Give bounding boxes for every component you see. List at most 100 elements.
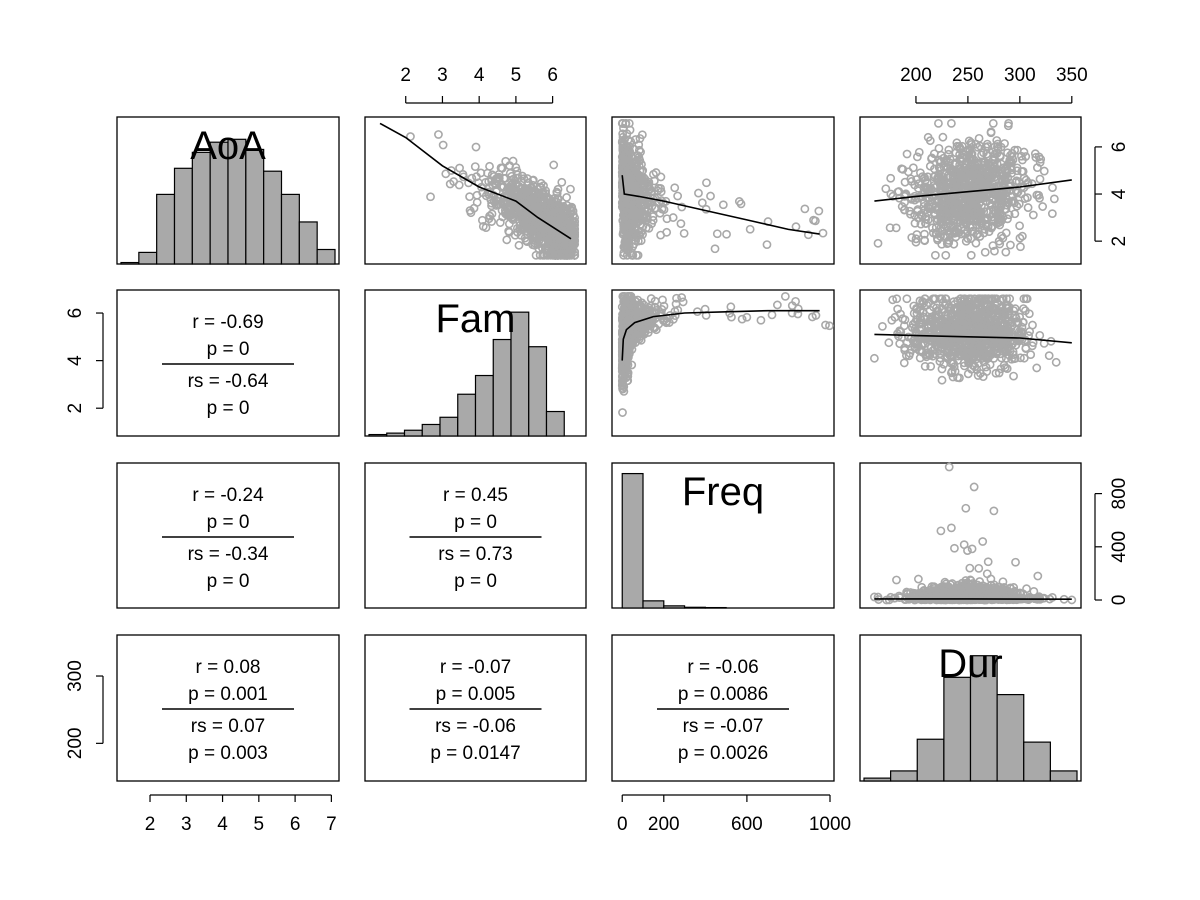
diagonal-title-fam: Fam bbox=[436, 297, 516, 341]
scatter-point bbox=[878, 321, 887, 331]
scatter-point bbox=[532, 202, 541, 212]
scatter-point bbox=[1000, 347, 1010, 357]
scatter-point bbox=[981, 221, 991, 231]
scatter-point bbox=[941, 340, 950, 350]
diagonal-title-dur: Dur bbox=[938, 642, 1002, 686]
scatter-point bbox=[881, 184, 891, 194]
scatter-point bbox=[937, 239, 947, 249]
scatter-point bbox=[1026, 350, 1036, 360]
scatter-point bbox=[1049, 194, 1059, 204]
scatter-point bbox=[1039, 166, 1049, 176]
scatter-point bbox=[566, 184, 575, 194]
scatter-point bbox=[884, 338, 894, 348]
diagonal-title-aoa: AoA bbox=[190, 124, 266, 168]
histogram-bar-aoa-1 bbox=[138, 251, 158, 265]
scatter-point bbox=[904, 351, 914, 361]
scatter-point bbox=[964, 165, 974, 175]
scatter-point bbox=[1023, 203, 1033, 212]
scatter-point bbox=[756, 315, 766, 325]
histogram-bar-dur-3 bbox=[943, 676, 972, 782]
scatter-point bbox=[502, 203, 512, 213]
scatter-point bbox=[953, 373, 962, 382]
scatter-point bbox=[1021, 294, 1031, 304]
scatter-point bbox=[618, 360, 627, 369]
scatter-point bbox=[521, 203, 530, 213]
scatter-point bbox=[983, 557, 993, 567]
scatter-point bbox=[986, 306, 995, 316]
scatter-point bbox=[514, 240, 524, 250]
scatter-point bbox=[1019, 353, 1029, 363]
corr-freq-aoa-ps: p = 0 bbox=[207, 571, 250, 592]
histogram-bar-aoa-8 bbox=[263, 170, 283, 265]
scatter-point bbox=[913, 183, 923, 193]
scatter-point bbox=[651, 168, 661, 177]
scatter-point bbox=[722, 229, 731, 239]
scatter-point bbox=[505, 168, 515, 178]
scatter-point bbox=[1011, 557, 1020, 567]
scatter-point bbox=[980, 247, 990, 257]
scatter-point bbox=[618, 192, 627, 201]
scatter-point bbox=[897, 202, 907, 211]
histogram-bar-aoa-0 bbox=[120, 261, 140, 265]
scatter-point bbox=[1006, 240, 1015, 250]
scatter-point bbox=[1003, 214, 1012, 224]
scatter-point bbox=[990, 315, 999, 325]
scatter-point bbox=[647, 219, 657, 229]
corr-dur-freq-ps: p = 0.0026 bbox=[678, 743, 768, 764]
histogram-bar-freq-3 bbox=[683, 606, 706, 609]
scatter-point bbox=[406, 132, 415, 141]
histogram-bar-dur-0 bbox=[863, 777, 892, 782]
scatter-point bbox=[973, 330, 983, 340]
scatter-point bbox=[544, 198, 554, 207]
scatter-point bbox=[710, 244, 720, 254]
scatter-point bbox=[1014, 199, 1024, 209]
scatter-point bbox=[455, 163, 464, 173]
scatter-point bbox=[625, 167, 635, 177]
histogram-bar-fam-4 bbox=[439, 416, 459, 437]
scatter-point bbox=[926, 361, 936, 371]
scatter-panel-Freq_vs_Dur bbox=[869, 462, 1077, 605]
scatter-point bbox=[940, 168, 950, 178]
scatter-point bbox=[961, 236, 971, 246]
scatter-point bbox=[885, 223, 895, 233]
scatter-point bbox=[524, 178, 533, 188]
scatter-point bbox=[502, 235, 512, 245]
scatter-point bbox=[522, 194, 532, 204]
scatter-point bbox=[978, 537, 988, 546]
scatter-point bbox=[504, 226, 514, 236]
scatter-point bbox=[538, 188, 548, 197]
scatter-point bbox=[628, 184, 638, 194]
scatter-point bbox=[956, 224, 966, 233]
scatter-point bbox=[639, 328, 649, 338]
scatter-point bbox=[1013, 145, 1022, 155]
scatter-point bbox=[972, 216, 981, 226]
scatter-point bbox=[621, 210, 631, 220]
scatter-point bbox=[638, 177, 648, 186]
scatter-point bbox=[650, 204, 660, 214]
scatter-point bbox=[948, 592, 957, 602]
panel-frame-0-2 bbox=[611, 116, 835, 265]
scatter-point bbox=[939, 333, 949, 342]
scatter-point bbox=[1001, 247, 1011, 257]
scatter-point bbox=[507, 185, 517, 195]
scatter-point bbox=[900, 315, 910, 325]
scatter-point bbox=[818, 228, 828, 238]
scatter-point bbox=[679, 228, 689, 238]
scatter-point bbox=[742, 312, 752, 322]
scatter-point bbox=[933, 195, 943, 204]
scatter-point bbox=[1038, 202, 1048, 211]
scatter-point bbox=[780, 291, 790, 301]
scatter-point bbox=[1028, 210, 1038, 220]
scatter-point bbox=[962, 303, 972, 312]
scatter-point bbox=[807, 312, 817, 322]
scatter-point bbox=[634, 161, 644, 171]
corr-dur-aoa-rs: rs = 0.07 bbox=[191, 716, 265, 737]
scatter-point bbox=[941, 217, 951, 227]
scatter-point bbox=[913, 574, 923, 584]
scatter-point bbox=[434, 130, 443, 139]
panel-frame-1-2 bbox=[611, 289, 835, 437]
scatter-point bbox=[629, 144, 639, 154]
scatter-point bbox=[923, 132, 933, 142]
scatter-point bbox=[960, 361, 969, 371]
scatter-point bbox=[981, 167, 991, 177]
